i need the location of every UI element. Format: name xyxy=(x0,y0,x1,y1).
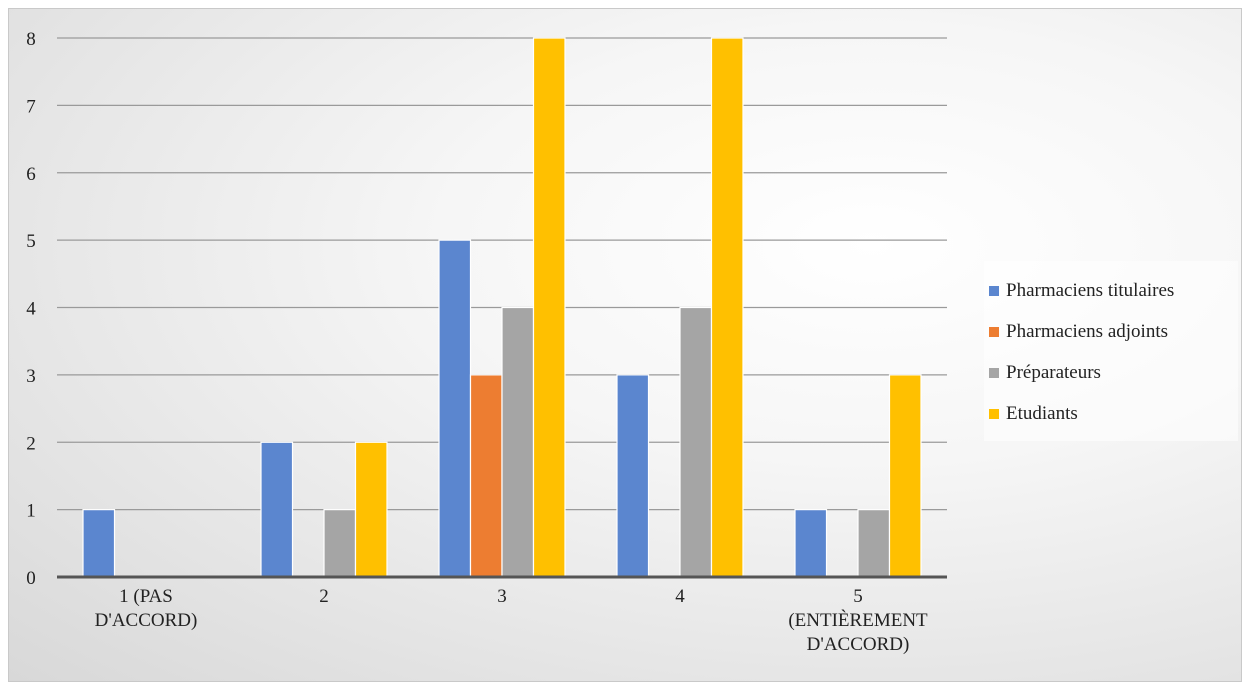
bar xyxy=(260,441,294,578)
y-tick-label: 8 xyxy=(26,29,36,50)
legend-label: Etudiants xyxy=(1006,403,1078,424)
legend-swatch xyxy=(989,286,999,296)
legend-swatch xyxy=(989,327,999,337)
x-axis-ticks: 1 (PAS D'ACCORD) 2 3 4 5 (ENTIÈREMENT D'ACCORD) xyxy=(95,586,928,655)
bar-chart: 0 1 2 3 4 5 6 7 8 1 (PAS D'ACCORD) 2 3 4 5 (ENTIÈREMEN… xyxy=(26,29,947,655)
legend-item: Pharmaciens adjoints xyxy=(989,321,1168,343)
x-tick-label: 1 (PAS D'ACCORD) xyxy=(95,586,198,631)
legend: Pharmaciens titulaires Pharmaciens adjoin… xyxy=(984,261,1238,441)
y-tick-label: 1 xyxy=(26,501,36,522)
bar xyxy=(82,509,116,578)
x-tick-label: 5 (ENTIÈREMENT D'ACCORD) xyxy=(788,586,928,655)
bar xyxy=(469,374,503,578)
y-tick-label: 6 xyxy=(26,164,36,185)
y-tick-label: 7 xyxy=(26,96,36,117)
bar xyxy=(679,306,713,578)
legend-item: Préparateurs xyxy=(989,362,1101,384)
bar xyxy=(888,374,922,578)
legend-item: Pharmaciens titulaires xyxy=(989,280,1174,302)
bar xyxy=(532,37,566,578)
bar xyxy=(616,374,650,578)
bar xyxy=(857,509,891,578)
legend-label: Préparateurs xyxy=(1006,362,1101,383)
y-tick-label: 3 xyxy=(26,366,36,387)
y-tick-label: 4 xyxy=(26,299,36,320)
y-tick-label: 5 xyxy=(26,231,36,252)
y-tick-label: 2 xyxy=(26,433,36,454)
bars xyxy=(82,37,922,578)
chart-area: 0 1 2 3 4 5 6 7 8 1 (PAS D'ACCORD) 2 3 4 5 (ENTIÈREMEN… xyxy=(8,8,1242,682)
legend-swatch xyxy=(989,409,999,419)
x-tick-label: 2 xyxy=(319,586,329,607)
bar xyxy=(501,306,535,578)
x-tick-label: 3 xyxy=(497,586,507,607)
y-axis-ticks: 0 1 2 3 4 5 6 7 8 xyxy=(26,29,36,589)
legend-swatch xyxy=(989,368,999,378)
bar xyxy=(323,509,357,578)
bar xyxy=(438,239,472,578)
y-tick-label: 0 xyxy=(26,568,36,589)
bar xyxy=(794,509,828,578)
legend-label: Pharmaciens titulaires xyxy=(1006,280,1175,301)
x-tick-label: 4 xyxy=(675,586,685,607)
legend-item: Etudiants xyxy=(989,403,1078,425)
bar xyxy=(710,37,744,578)
bar xyxy=(354,441,388,578)
legend-label: Pharmaciens adjoints xyxy=(1006,321,1168,342)
